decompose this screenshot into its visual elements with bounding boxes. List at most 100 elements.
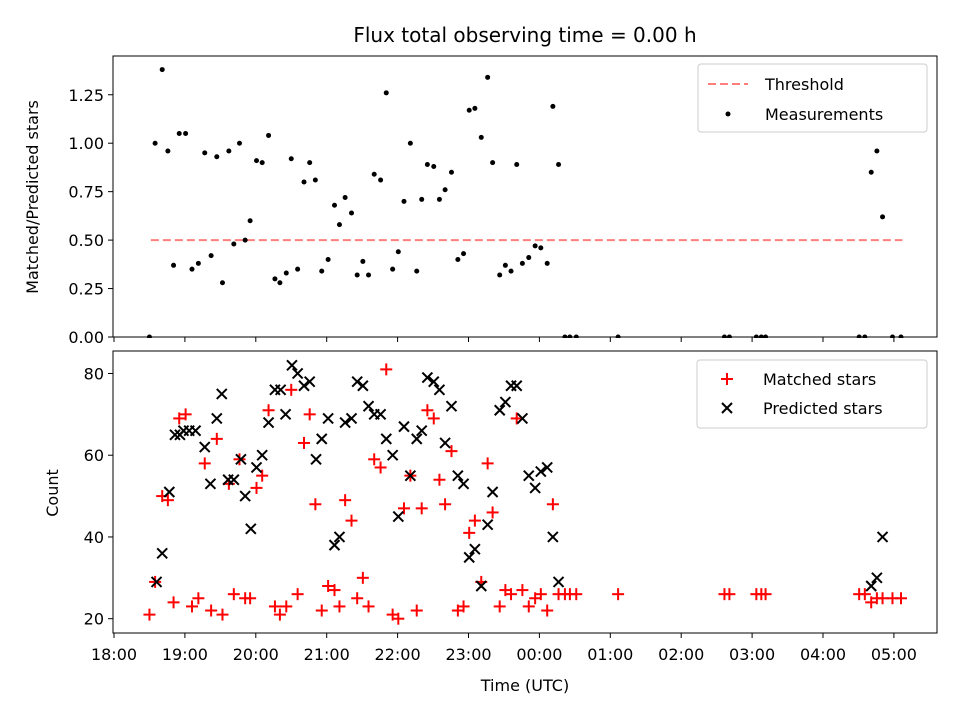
predicted-star-point [411, 433, 423, 445]
measurement-point [485, 74, 491, 80]
matched-star-point [233, 453, 246, 466]
x-tick-label: 23:00 [445, 645, 491, 664]
matched-star-point [339, 494, 352, 507]
matched-star-point [291, 588, 304, 601]
predicted-star-point [169, 429, 181, 441]
y-tick-label: 80 [84, 364, 104, 383]
matched-star-point [457, 600, 470, 613]
matched-star-point [298, 436, 311, 449]
matched-star-point [522, 600, 535, 613]
measurement-point [208, 253, 214, 259]
predicted-star-point [298, 380, 310, 392]
predicted-star-point [547, 531, 559, 543]
axes-frame [112, 350, 938, 634]
predicted-star-point [415, 424, 428, 437]
predicted-star-point [279, 408, 292, 421]
matched-star-point [894, 592, 907, 605]
predicted-star-point [511, 380, 523, 392]
predicted-star-point [392, 510, 405, 523]
measurement-point [431, 163, 437, 169]
predicted-star-point [865, 580, 877, 592]
measurement-point [472, 105, 478, 111]
predicted-star-point [523, 469, 535, 482]
measurement-point [336, 222, 342, 228]
measurement-point [436, 196, 442, 202]
measurement-point [214, 154, 220, 160]
matched-star-point [427, 412, 440, 425]
x-tick-label: 02:00 [658, 645, 704, 664]
predicted-star-point [499, 396, 512, 408]
matched-star-point [516, 584, 529, 597]
measurement-point [360, 258, 366, 264]
x-tick-label: 01:00 [587, 645, 633, 664]
matched-star-point [468, 514, 481, 527]
measurement-point [538, 245, 544, 251]
predicted-star-point [235, 453, 247, 466]
matched-star-point [421, 404, 434, 417]
predicted-star-point [199, 441, 211, 453]
y-tick-label: 1.25 [68, 86, 104, 105]
predicted-star-point [245, 523, 257, 535]
matched-star-point [493, 600, 506, 613]
matched-star-point [463, 526, 476, 539]
matched-star-point [397, 502, 410, 515]
measurement-point [508, 268, 514, 274]
legend-count: Matched stars Predicted stars [696, 359, 928, 429]
measurement-point [342, 194, 348, 200]
measurement-point [424, 162, 430, 168]
predicted-star-point [481, 518, 494, 531]
matched-star-point [227, 588, 240, 601]
y-tick-label: 60 [84, 446, 104, 465]
y-tick-label: 0.50 [68, 231, 104, 250]
matched-star-point [303, 408, 316, 421]
legend-frame [697, 63, 928, 133]
matched-star-point [723, 588, 736, 601]
predicted-star-point [310, 453, 322, 466]
predicted-star-point [328, 539, 341, 551]
matched-star-point [534, 588, 547, 601]
predicted-star-point [345, 412, 358, 425]
predicted-star-point [216, 388, 228, 400]
measurement-point [514, 162, 520, 168]
y-tick-label: 1.00 [68, 134, 104, 153]
predicted-star-point [445, 400, 458, 412]
measurement-point [277, 280, 283, 286]
measurement-point [461, 251, 467, 257]
measurement-point [307, 160, 313, 166]
measurement-point [183, 131, 189, 137]
measurement-point [371, 171, 377, 177]
y-axis-label-ratio: Matched/Predicted stars [23, 100, 42, 294]
measurement-point [312, 177, 318, 183]
predicted-star-point [262, 416, 275, 429]
predicted-star-point [339, 416, 351, 429]
matched-star-point [205, 604, 218, 617]
x-tick-label: 20:00 [233, 645, 279, 664]
x-tick-label: 19:00 [162, 645, 208, 664]
measurement-point [414, 268, 420, 274]
measurement-point [466, 107, 472, 113]
predicted-star-point [452, 469, 464, 482]
predicted-star-point [552, 576, 565, 588]
legend-threshold-label: Threshold [764, 75, 844, 94]
measurement-point [497, 272, 503, 278]
predicted-star-point [357, 380, 369, 392]
predicted-star-point [250, 461, 263, 474]
matched-star-point [198, 457, 211, 470]
measurement-point [266, 132, 272, 138]
predicted-star-point [433, 384, 446, 396]
legend-measurements-swatch [725, 111, 731, 117]
y-tick-label: 0.75 [68, 183, 104, 202]
predicted-star-point [871, 572, 883, 584]
measurement-point [455, 256, 461, 262]
predicted-star-point [421, 371, 434, 384]
matched-star-point [216, 608, 229, 621]
legend-ratio: Threshold Measurements [697, 63, 928, 133]
measurement-point [195, 260, 201, 266]
measurement-point [152, 140, 158, 146]
matched-star-point [280, 600, 293, 613]
matched-star-point [362, 600, 375, 613]
matched-star-point [167, 596, 180, 609]
measurement-point [490, 160, 496, 166]
matched-star-point [380, 363, 393, 376]
